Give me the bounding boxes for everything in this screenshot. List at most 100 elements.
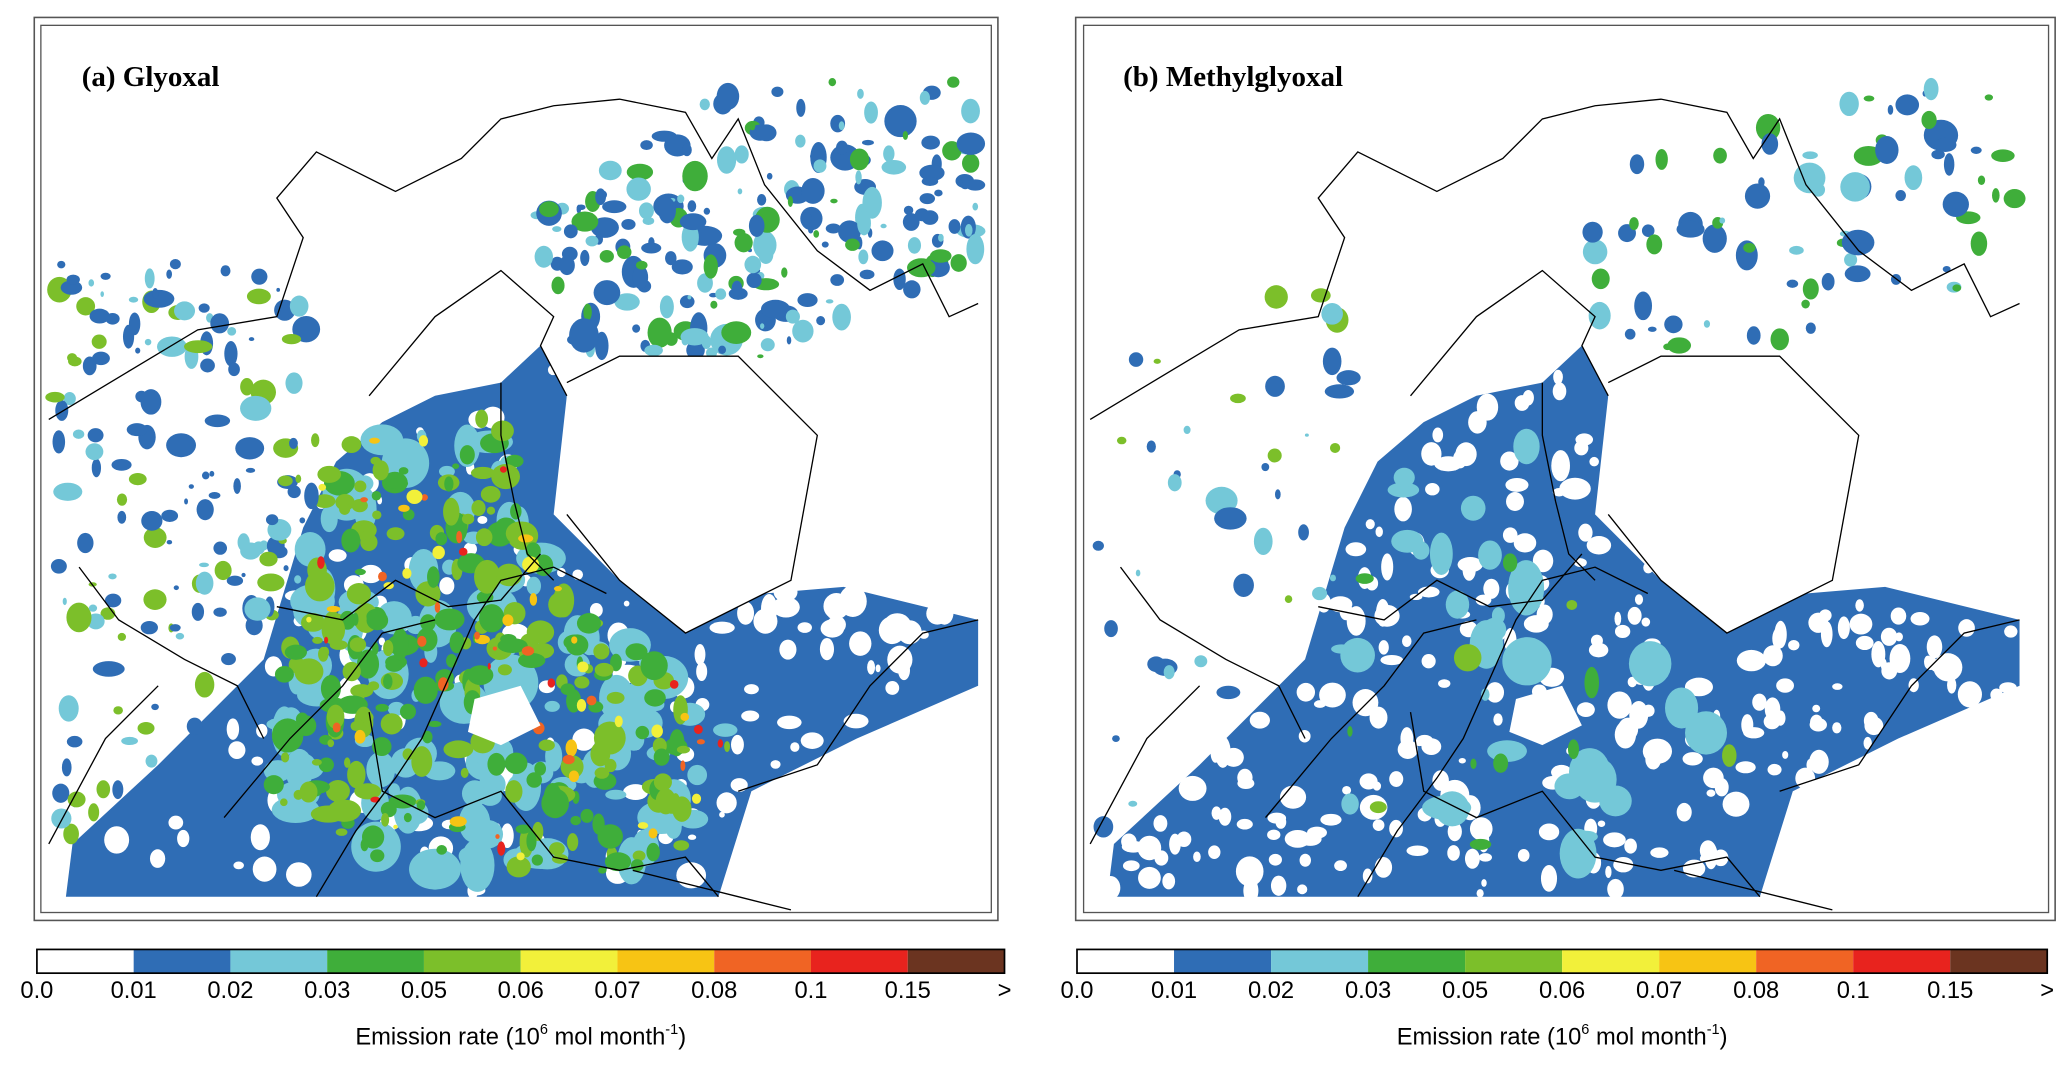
emission-cell [819,637,835,661]
emission-cell [830,198,838,204]
emission-cell [710,300,718,309]
emission-cell [1146,440,1156,453]
emission-cell [699,98,710,111]
emission-cell [1389,771,1404,787]
emission-cell [760,323,765,330]
emission-cell [1374,856,1393,878]
emission-cell [1957,681,1982,708]
emission-cell [327,799,362,822]
emission-cell [88,604,98,612]
emission-cell [626,177,651,201]
emission-cell [417,635,427,647]
emission-cell [1735,761,1756,774]
emission-cell [779,639,797,660]
emission-cell [244,597,271,621]
colorbar-tick-label: 0.03 [1345,978,1391,1004]
emission-cell [456,530,463,544]
emission-cell [487,752,506,776]
emission-cell [427,720,442,728]
emission-cell [438,677,449,692]
emission-cell [547,678,556,688]
emission-cell [680,328,709,346]
emission-cell [1341,793,1359,815]
emission-cell [1147,656,1165,672]
emission-cell [1093,816,1114,838]
emission-cell [903,205,914,215]
colorbar-swatch [1077,949,1175,974]
emission-cell [370,849,385,863]
province-border [1089,685,1201,845]
emission-cell [186,717,203,735]
emission-cell [1153,358,1161,364]
emission-cell [679,213,707,231]
emission-cell [1223,747,1244,767]
province-border [1541,382,1596,581]
emission-cell [744,255,762,274]
emission-cell [1400,727,1414,750]
colorbar-tick-label: 0.02 [1248,978,1294,1004]
emission-cell [1214,507,1247,530]
panel-a-colorbar: 0.0 0.01 0.02 0.03 0.05 0.06 0.07 0.08 0.1 0.15 > [20,948,1011,1004]
emission-cell [281,334,302,345]
emission-cell [1478,853,1492,862]
emission-cell [113,706,123,715]
emission-cell [352,612,359,626]
lake [1509,685,1582,746]
emission-cell [1540,864,1558,892]
emission-cell [1178,775,1207,801]
emission-cell [1575,433,1594,446]
emission-cell [594,662,614,677]
emission-cell [439,465,455,478]
province-border [1089,98,2020,421]
emission-cell [593,643,610,660]
emission-cell [1523,615,1549,633]
colorbar-tick-label: 0.0 [1061,978,1094,1004]
emission-cell [617,837,647,885]
emission-cell [644,344,663,357]
emission-cell [808,226,814,234]
emission-cell [921,176,939,186]
emission-cell [1933,653,1963,682]
emission-cell [274,666,294,683]
emission-cell [1895,94,1920,116]
emission-cell [240,378,254,396]
emission-cell [1629,154,1645,175]
emission-cell [392,628,409,661]
emission-cell [304,482,319,510]
colorbar-tick-label: 0.15 [1927,978,1973,1004]
emission-cell [781,267,788,278]
emission-cell [1137,835,1162,861]
emission-cell [346,583,371,605]
emission-cell [849,148,870,171]
emission-cell [479,604,505,633]
emission-cell [1237,777,1255,790]
emission-cell [257,573,285,592]
emission-cell [614,715,623,728]
emission-cell [576,204,586,211]
emission-cell [1321,303,1343,325]
emission-cell [1551,450,1570,482]
emission-cell [572,728,596,751]
emission-cell [919,90,930,105]
emission-cell [1553,369,1563,385]
emission-cell [621,218,636,230]
emission-cell [703,254,718,279]
emission-cell [577,661,589,673]
emission-cell [1267,448,1282,463]
emission-cell [1502,553,1518,573]
emission-cell [449,816,467,827]
emission-cell [1837,616,1850,640]
emission-cell [1605,865,1612,879]
emission-cell [680,712,690,721]
emission-cell [676,862,707,889]
emission-cell [1381,606,1393,618]
emission-cell [151,703,159,711]
emission-cell [1402,635,1412,647]
province-border [78,566,265,739]
province-border [1674,869,1833,911]
colorbar-swatch [1950,949,2048,974]
emission-cell [838,220,861,243]
emission-cell [256,723,268,738]
emission-cell [505,454,524,468]
